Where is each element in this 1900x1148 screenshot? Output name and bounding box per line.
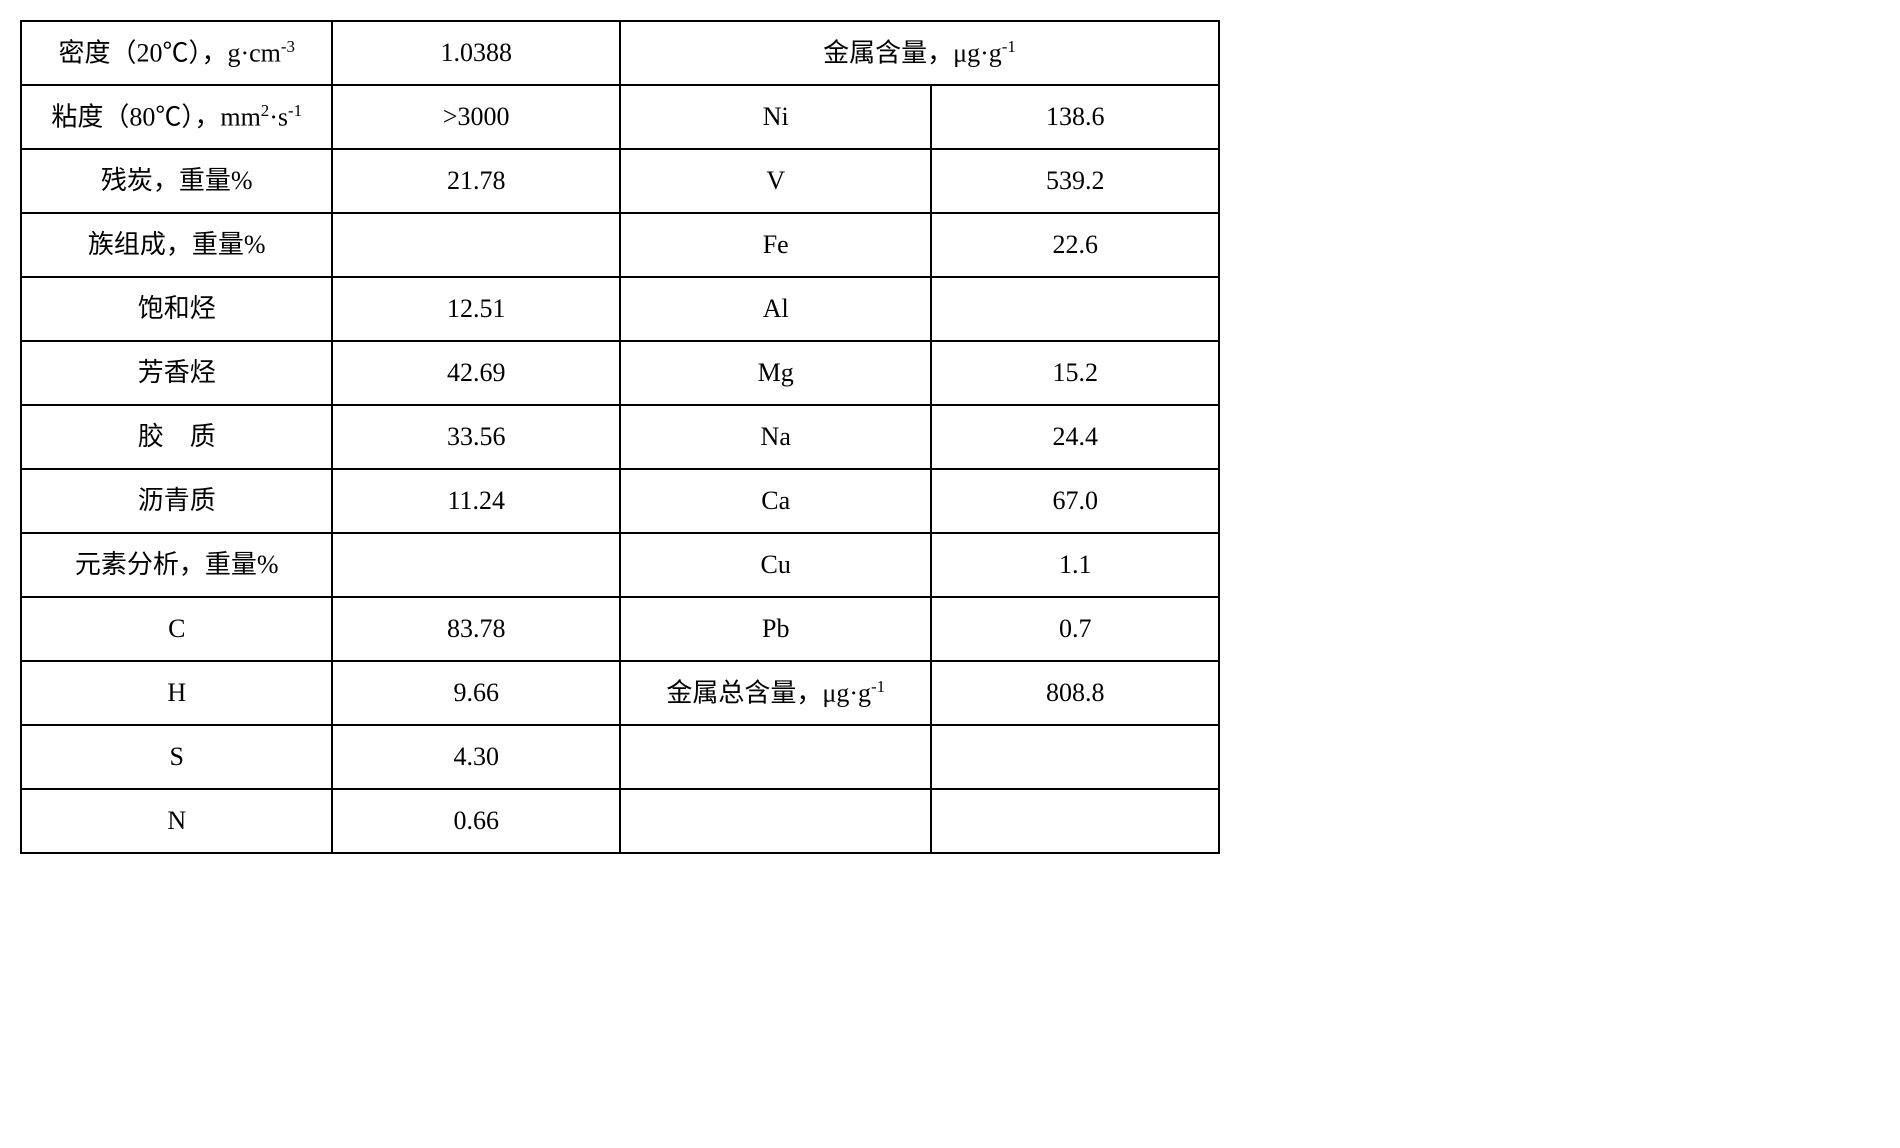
cell-metal: Al — [620, 277, 931, 341]
cell-value: 83.78 — [332, 597, 620, 661]
table-body: 密度（20℃），g·cm-3 1.0388 金属含量，μg·g-1 粘度（80℃… — [21, 21, 1219, 853]
cell-metal-value: 808.8 — [931, 661, 1219, 725]
cell-value — [332, 533, 620, 597]
cell-metal: 金属总含量，μg·g-1 — [620, 661, 931, 725]
cell-param: 粘度（80℃），mm2·s-1 — [21, 85, 332, 149]
table-row: 元素分析，重量% Cu 1.1 — [21, 533, 1219, 597]
cell-value: 0.66 — [332, 789, 620, 853]
cell-param: 族组成，重量% — [21, 213, 332, 277]
table-row: 密度（20℃），g·cm-3 1.0388 金属含量，μg·g-1 — [21, 21, 1219, 85]
cell-value: 11.24 — [332, 469, 620, 533]
cell-metal: Ca — [620, 469, 931, 533]
cell-param: H — [21, 661, 332, 725]
cell-value: 1.0388 — [332, 21, 620, 85]
cell-param: 残炭，重量% — [21, 149, 332, 213]
cell-metal — [620, 789, 931, 853]
cell-metal — [620, 725, 931, 789]
cell-value: 42.69 — [332, 341, 620, 405]
table-row: 残炭，重量% 21.78 V 539.2 — [21, 149, 1219, 213]
cell-param: S — [21, 725, 332, 789]
cell-value: 12.51 — [332, 277, 620, 341]
table-row: 沥青质 11.24 Ca 67.0 — [21, 469, 1219, 533]
cell-param: C — [21, 597, 332, 661]
cell-value: >3000 — [332, 85, 620, 149]
cell-param: N — [21, 789, 332, 853]
cell-metal: Mg — [620, 341, 931, 405]
cell-metal-value — [931, 277, 1219, 341]
cell-metal: Cu — [620, 533, 931, 597]
cell-metal: Pb — [620, 597, 931, 661]
cell-metal-value — [931, 725, 1219, 789]
cell-param: 元素分析，重量% — [21, 533, 332, 597]
cell-metal-value: 67.0 — [931, 469, 1219, 533]
cell-param: 密度（20℃），g·cm-3 — [21, 21, 332, 85]
cell-param: 芳香烃 — [21, 341, 332, 405]
cell-metal-value: 15.2 — [931, 341, 1219, 405]
cell-metal-value: 1.1 — [931, 533, 1219, 597]
cell-metal-value: 539.2 — [931, 149, 1219, 213]
cell-metal: Na — [620, 405, 931, 469]
table-row: S 4.30 — [21, 725, 1219, 789]
table-row: H 9.66 金属总含量，μg·g-1 808.8 — [21, 661, 1219, 725]
cell-metal: V — [620, 149, 931, 213]
table-row: 饱和烃 12.51 Al — [21, 277, 1219, 341]
cell-param: 胶 质 — [21, 405, 332, 469]
cell-value: 4.30 — [332, 725, 620, 789]
table-row: 粘度（80℃），mm2·s-1 >3000 Ni 138.6 — [21, 85, 1219, 149]
cell-param: 沥青质 — [21, 469, 332, 533]
cell-value: 33.56 — [332, 405, 620, 469]
table-row: 族组成，重量% Fe 22.6 — [21, 213, 1219, 277]
cell-metal: Ni — [620, 85, 931, 149]
table-row: N 0.66 — [21, 789, 1219, 853]
cell-metal-value: 24.4 — [931, 405, 1219, 469]
cell-header-metals: 金属含量，μg·g-1 — [620, 21, 1219, 85]
properties-table: 密度（20℃），g·cm-3 1.0388 金属含量，μg·g-1 粘度（80℃… — [20, 20, 1220, 854]
table-row: C 83.78 Pb 0.7 — [21, 597, 1219, 661]
cell-param: 饱和烃 — [21, 277, 332, 341]
cell-value: 21.78 — [332, 149, 620, 213]
table-row: 芳香烃 42.69 Mg 15.2 — [21, 341, 1219, 405]
cell-value: 9.66 — [332, 661, 620, 725]
table-row: 胶 质 33.56 Na 24.4 — [21, 405, 1219, 469]
cell-metal-value: 0.7 — [931, 597, 1219, 661]
cell-metal-value: 22.6 — [931, 213, 1219, 277]
cell-metal-value — [931, 789, 1219, 853]
cell-metal: Fe — [620, 213, 931, 277]
cell-value — [332, 213, 620, 277]
cell-metal-value: 138.6 — [931, 85, 1219, 149]
